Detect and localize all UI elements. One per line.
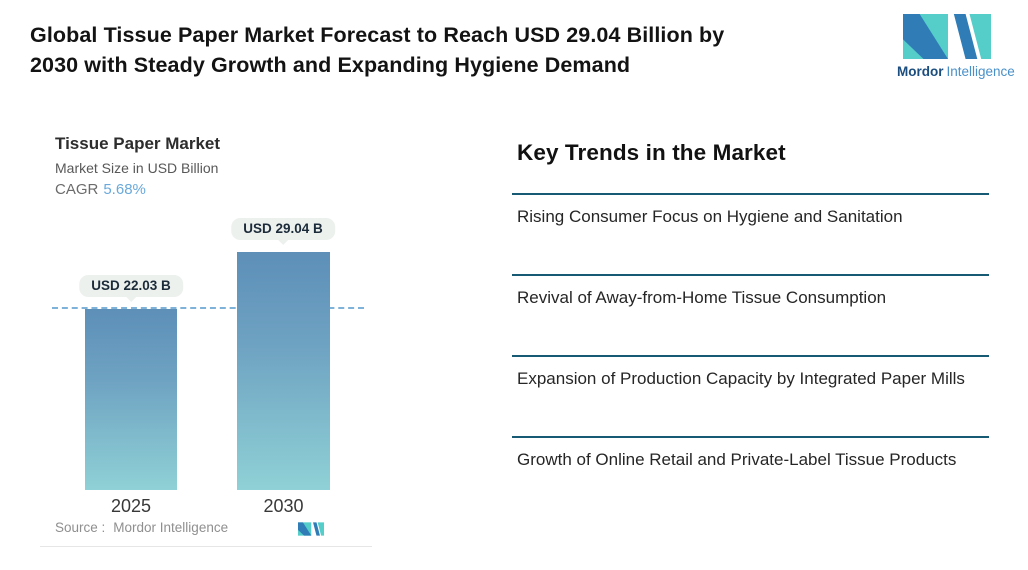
trend-item: Rising Consumer Focus on Hygiene and San… xyxy=(512,193,989,274)
trend-item: Growth of Online Retail and Private-Labe… xyxy=(512,436,989,470)
value-callout-2025: USD 22.03 B xyxy=(79,275,183,302)
callout-pointer-icon xyxy=(124,296,137,302)
logo-word-mordor: Mordor xyxy=(897,64,944,79)
bar-2025 xyxy=(85,309,177,490)
market-size-chart-card: Tissue Paper Market Market Size in USD B… xyxy=(40,118,372,547)
key-trends-heading: Key Trends in the Market xyxy=(517,140,786,165)
chart-title: Tissue Paper Market xyxy=(55,134,221,153)
value-label-2025: USD 22.03 B xyxy=(79,275,183,297)
source-attribution: Source : Mordor Intelligence xyxy=(55,520,228,535)
key-trends-panel: Key Trends in the Market Rising Consumer… xyxy=(512,130,989,469)
value-label-2030: USD 29.04 B xyxy=(231,218,335,240)
trend-item: Revival of Away-from-Home Tissue Consump… xyxy=(512,274,989,355)
mordor-logo-icon xyxy=(903,14,991,59)
cagr-value: 5.68% xyxy=(103,181,146,198)
source-value: Mordor Intelligence xyxy=(113,520,229,535)
chart-subtitle: Market Size in USD Billion xyxy=(55,160,219,176)
bar-2030 xyxy=(237,252,330,490)
page-title-line-2: 2030 with Steady Growth and Expanding Hy… xyxy=(30,53,631,77)
cagr-row: CAGR 5.68% xyxy=(55,181,146,198)
page-title: Global Tissue Paper Market Forecast to R… xyxy=(30,20,875,80)
value-callout-2030: USD 29.04 B xyxy=(231,218,335,245)
page-title-line-1: Global Tissue Paper Market Forecast to R… xyxy=(30,23,725,47)
callout-pointer-icon xyxy=(276,239,289,245)
trend-list: Rising Consumer Focus on Hygiene and San… xyxy=(512,193,989,470)
dashed-reference-line xyxy=(52,307,364,309)
bar-chart-plot: USD 22.03 B USD 29.04 B 2025 2030 xyxy=(40,118,372,516)
source-label: Source : xyxy=(55,520,106,535)
trend-item: Expansion of Production Capacity by Inte… xyxy=(512,355,989,436)
cagr-label: CAGR xyxy=(55,181,99,198)
mordor-intelligence-logo: Mordor Intelligence xyxy=(897,13,1015,79)
mordor-logo-mini-icon xyxy=(298,522,324,536)
x-axis-label-2030: 2030 xyxy=(263,496,304,516)
logo-wordmark: Mordor Intelligence xyxy=(897,64,1015,79)
x-axis-label-2025: 2025 xyxy=(110,496,152,516)
logo-word-intelligence: Intelligence xyxy=(946,64,1015,79)
